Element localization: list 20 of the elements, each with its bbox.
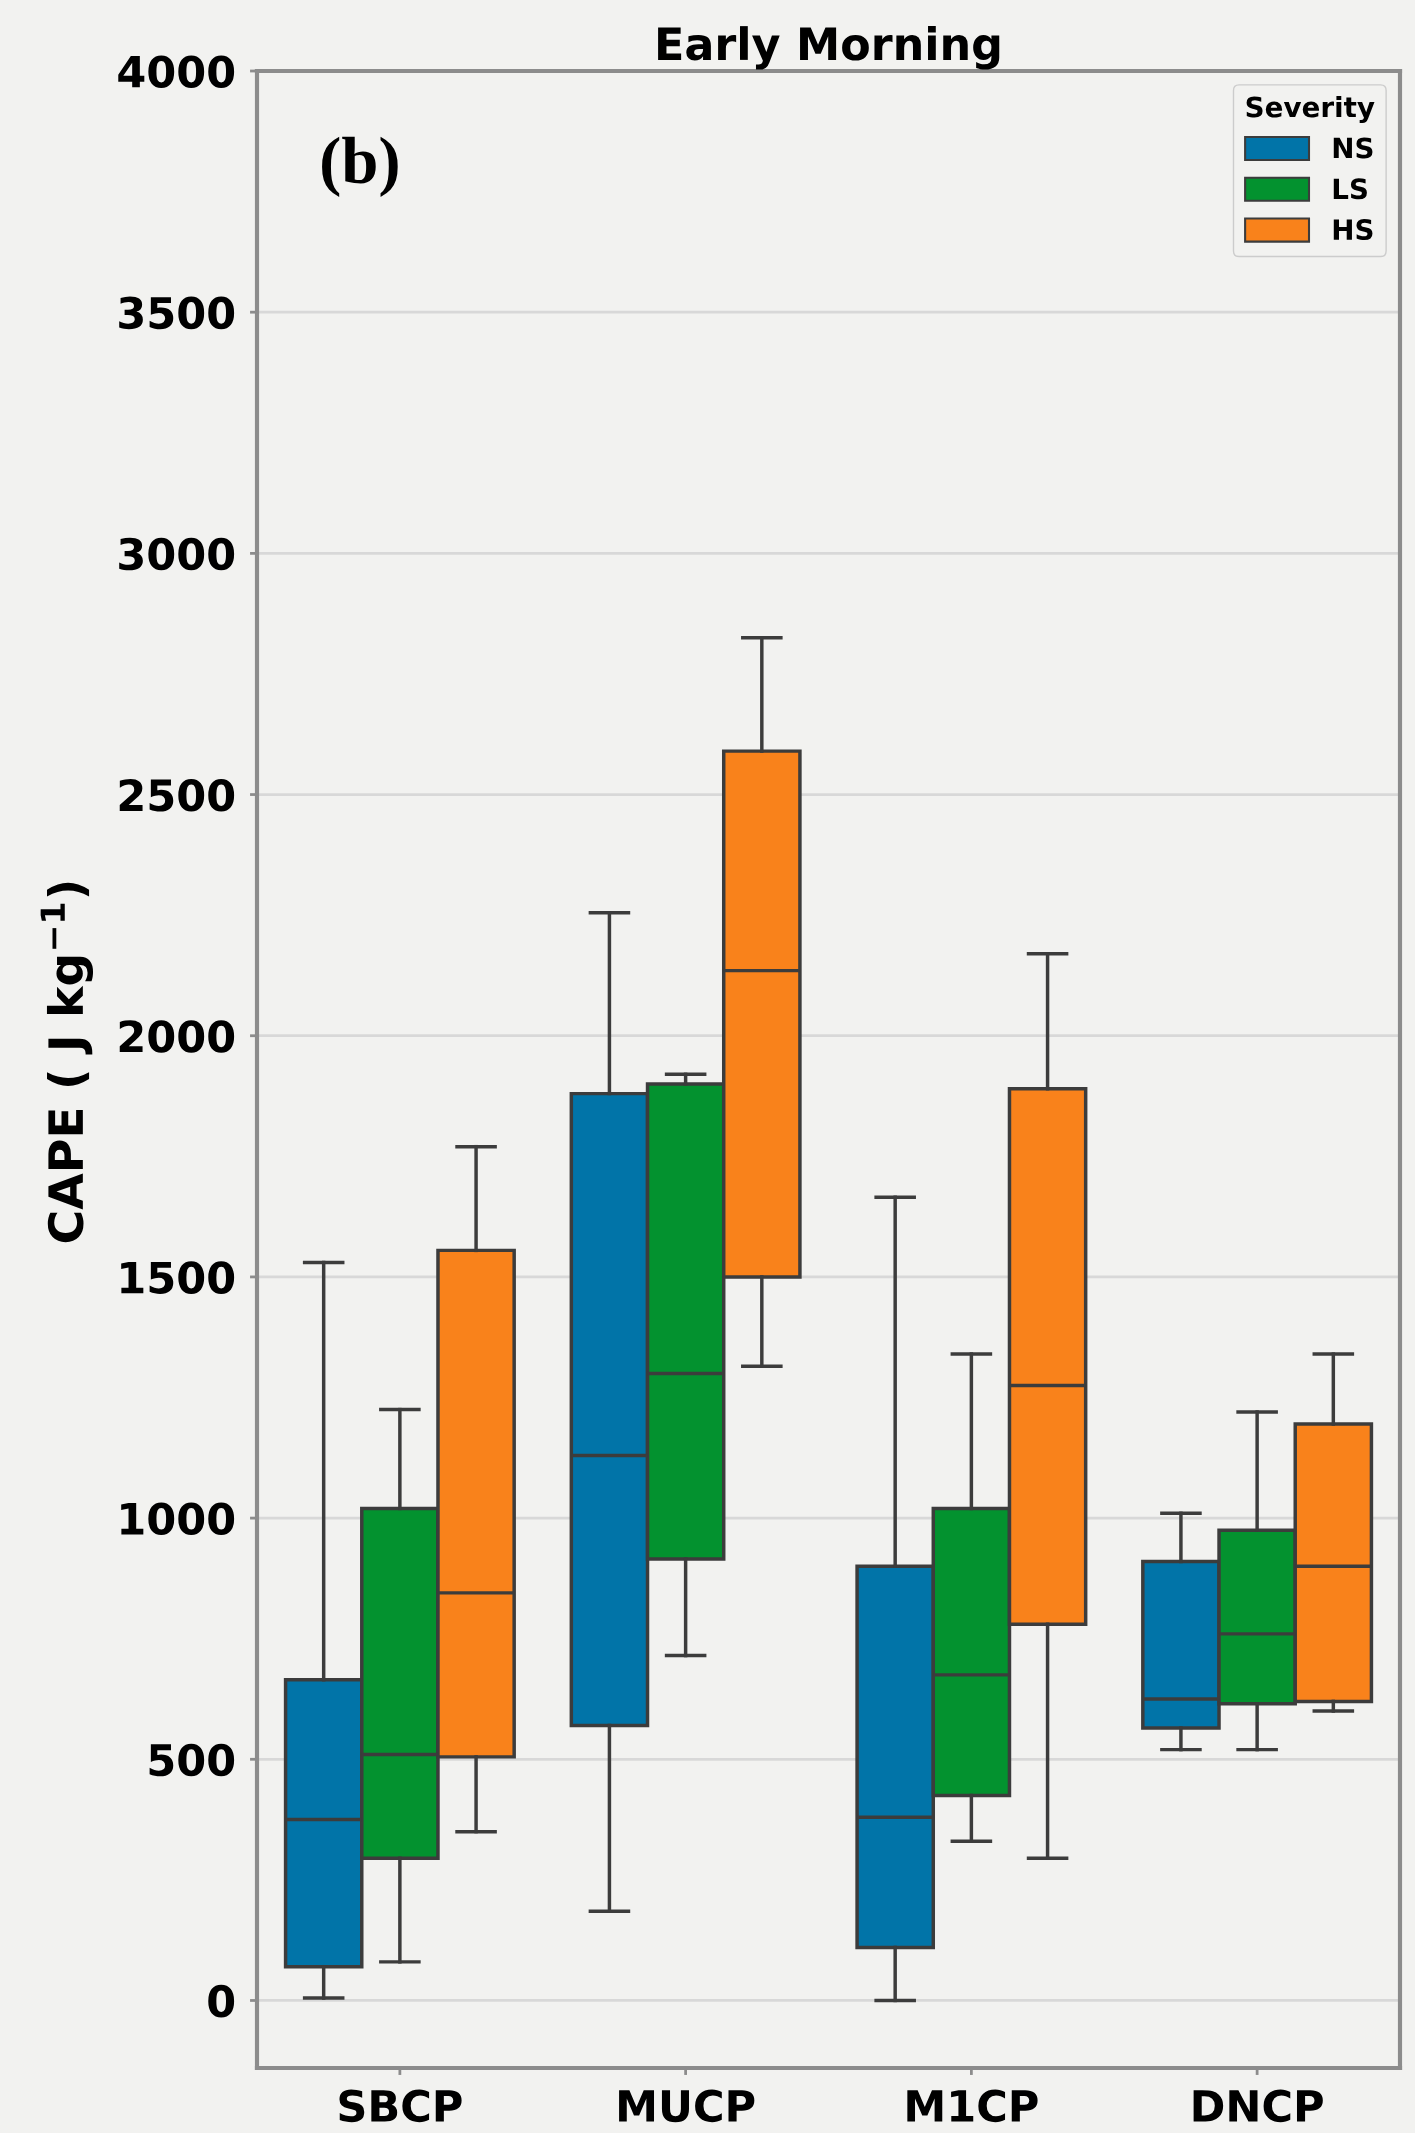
y-tick-label: 1500 bbox=[121, 1261, 235, 1294]
y-axis-title: CAPE ( J kg$^{−1}$) bbox=[40, 882, 94, 1243]
x-tick-label: M1CP bbox=[907, 2089, 1038, 2123]
y-tick-label: 3000 bbox=[119, 537, 235, 571]
y-tick-label: 3500 bbox=[119, 296, 235, 330]
chart-title: Early Morning bbox=[658, 26, 1000, 70]
annotation: (b) bbox=[322, 136, 398, 198]
y-tick-label: 2500 bbox=[119, 778, 235, 812]
y-tick-label: 0 bbox=[208, 1984, 235, 2018]
y-tick-label: 2000 bbox=[119, 1020, 235, 1053]
x-tick-label: SBCP bbox=[339, 2089, 462, 2123]
x-tick-label: DNCP bbox=[1193, 2089, 1323, 2123]
x-tick-label: MUCP bbox=[619, 2089, 755, 2123]
legend-label: HS bbox=[1333, 219, 1373, 241]
y-tick-label: 500 bbox=[149, 1743, 235, 1777]
y-tick-label: 4000 bbox=[118, 55, 235, 88]
legend-label: LS bbox=[1333, 178, 1367, 200]
legend-label: NS bbox=[1333, 137, 1373, 159]
legend-title: Severity bbox=[1246, 96, 1375, 124]
y-tick-label: 1000 bbox=[121, 1502, 235, 1536]
